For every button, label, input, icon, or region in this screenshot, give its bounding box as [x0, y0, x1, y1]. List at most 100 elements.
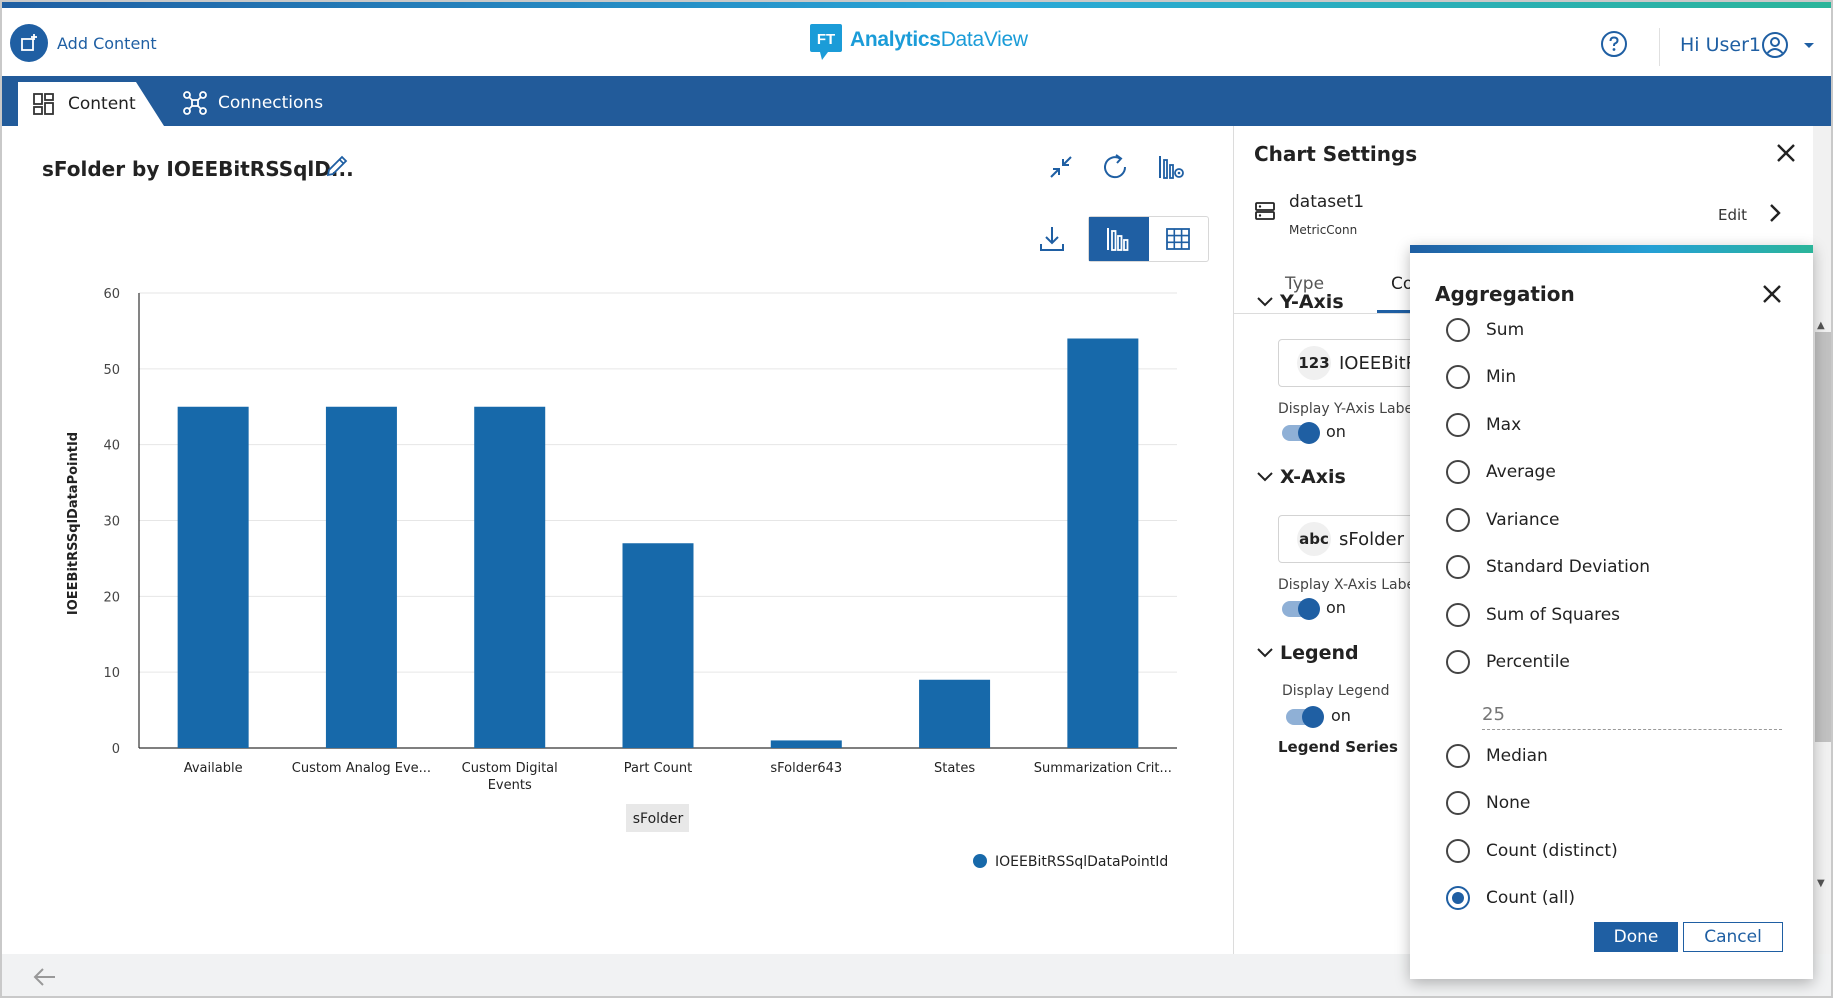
y-axis-label-toggle[interactable]	[1282, 422, 1320, 444]
radio-button[interactable]	[1446, 650, 1470, 674]
x-axis-label-box	[626, 804, 689, 832]
agg-option-none[interactable]: None	[1446, 791, 1530, 815]
agg-option-sum-of-squares[interactable]: Sum of Squares	[1446, 603, 1620, 627]
display-x-axis-label: Display X-Axis Labe	[1278, 577, 1416, 593]
radio-button[interactable]	[1446, 603, 1470, 627]
x-axis-section-label: X-Axis	[1280, 466, 1346, 488]
user-menu-caret-icon[interactable]	[1802, 38, 1816, 52]
add-content-button[interactable]	[10, 24, 48, 62]
bar	[1067, 338, 1139, 748]
cancel-button[interactable]: Cancel	[1683, 922, 1783, 952]
agg-option-variance[interactable]: Variance	[1446, 508, 1559, 532]
legend-section-label: Legend	[1280, 642, 1359, 664]
tab-configure[interactable]: Co	[1391, 274, 1414, 294]
x-axis-label: sFolder	[633, 811, 684, 827]
logo-brand: Analytics	[850, 28, 941, 51]
add-content-label[interactable]: Add Content	[57, 34, 157, 53]
chart-view-button[interactable]	[1089, 217, 1149, 261]
agg-option-max[interactable]: Max	[1446, 413, 1521, 437]
agg-option-min[interactable]: Min	[1446, 365, 1516, 389]
settings-close-icon[interactable]	[1773, 140, 1799, 166]
agg-option-sum[interactable]: Sum	[1446, 318, 1524, 342]
legend-marker	[973, 854, 987, 868]
agg-option-count-all[interactable]: Count (all)	[1446, 886, 1575, 910]
agg-option-standard-deviation[interactable]: Standard Deviation	[1446, 555, 1650, 579]
help-icon[interactable]	[1600, 30, 1628, 58]
radio-button[interactable]	[1446, 791, 1470, 815]
done-button[interactable]: Done	[1594, 922, 1678, 952]
collapse-icon[interactable]	[1046, 152, 1076, 182]
popup-accent-bar	[1410, 245, 1813, 253]
tab-content[interactable]: Content	[18, 82, 164, 126]
bar	[474, 406, 546, 748]
y-axis-section-toggle[interactable]: Y-Axis	[1256, 291, 1344, 313]
agg-option-label: Min	[1486, 367, 1517, 387]
radio-button[interactable]	[1446, 365, 1470, 389]
legend-section-toggle[interactable]: Legend	[1256, 642, 1359, 664]
logo-text: AnalyticsDataView	[850, 28, 1028, 52]
refresh-icon[interactable]	[1101, 152, 1131, 182]
chevron-down-icon	[1257, 297, 1273, 307]
tab-type[interactable]: Type	[1285, 274, 1325, 294]
chevron-right-icon[interactable]	[1764, 202, 1786, 224]
agg-option-average[interactable]: Average	[1446, 460, 1556, 484]
scrollbar-thumb[interactable]	[1815, 332, 1831, 742]
agg-option-label: Sum of Squares	[1486, 605, 1621, 625]
header-divider	[1659, 28, 1660, 66]
radio-button-checked[interactable]	[1446, 886, 1470, 910]
agg-option-label: Sum	[1486, 320, 1525, 340]
user-greeting[interactable]: Hi User1	[1680, 34, 1762, 56]
x-tick-label: Custom Digital	[462, 761, 558, 776]
logo-badge-text: FT	[817, 31, 835, 48]
y-tick-label: 60	[103, 287, 120, 302]
agg-option-label: Percentile	[1486, 652, 1570, 672]
x-axis-toggle-state: on	[1326, 598, 1346, 617]
legend-series-label: Legend Series	[1278, 738, 1398, 756]
agg-option-label: Standard Deviation	[1486, 557, 1651, 577]
x-axis-field-name: sFolder	[1339, 528, 1405, 550]
edit-title-pencil-icon[interactable]	[324, 153, 350, 179]
popup-close-icon[interactable]	[1759, 281, 1785, 307]
agg-option-label: Max	[1486, 415, 1522, 435]
app-header: Add Content FT AnalyticsDataView Hi User…	[2, 8, 1831, 76]
agg-option-label: Variance	[1486, 510, 1560, 530]
top-accent-bar	[2, 2, 1831, 8]
chart-settings-icon[interactable]	[1156, 152, 1186, 182]
scroll-up-arrow-icon[interactable]: ▲	[1817, 320, 1825, 331]
radio-button[interactable]	[1446, 318, 1470, 342]
legend-toggle[interactable]	[1286, 706, 1324, 728]
radio-button[interactable]	[1446, 460, 1470, 484]
radio-button[interactable]	[1446, 413, 1470, 437]
user-avatar-icon[interactable]	[1761, 31, 1789, 59]
x-axis-label-toggle[interactable]	[1282, 598, 1320, 620]
agg-option-percentile[interactable]: Percentile	[1446, 650, 1570, 674]
table-grid-icon	[1166, 228, 1191, 250]
percentile-value-input[interactable]	[1482, 700, 1782, 730]
string-type-badge: abc	[1297, 522, 1331, 556]
bar	[622, 543, 694, 748]
bar-chart-icon	[1106, 228, 1129, 251]
table-view-button[interactable]	[1149, 217, 1209, 261]
y-tick-label: 50	[103, 363, 120, 378]
download-icon[interactable]	[1037, 224, 1067, 254]
radio-button[interactable]	[1446, 508, 1470, 532]
x-axis-section-toggle[interactable]: X-Axis	[1256, 466, 1346, 488]
x-tick-label: Available	[184, 761, 243, 776]
back-arrow-icon[interactable]	[32, 964, 58, 990]
legend-toggle-state: on	[1331, 706, 1351, 725]
tab-content-label: Content	[68, 94, 136, 114]
dataset-edit-link[interactable]: Edit	[1718, 206, 1748, 224]
agg-option-count-distinct[interactable]: Count (distinct)	[1446, 839, 1618, 863]
settings-title: Chart Settings	[1254, 142, 1418, 166]
x-axis-field[interactable]: abc sFolder	[1278, 515, 1448, 563]
agg-option-median[interactable]: Median	[1446, 744, 1548, 768]
agg-option-label: Average	[1486, 462, 1556, 482]
chart-panel: sFolder by IOEEBitRSSqlD...	[2, 126, 1233, 954]
radio-button[interactable]	[1446, 839, 1470, 863]
agg-option-label: Count (all)	[1486, 888, 1576, 908]
tab-connections[interactable]: Connections	[182, 90, 323, 116]
radio-button[interactable]	[1446, 555, 1470, 579]
radio-button[interactable]	[1446, 744, 1470, 768]
scroll-down-arrow-icon[interactable]: ▼	[1817, 878, 1825, 889]
display-legend-label: Display Legend	[1282, 683, 1390, 699]
